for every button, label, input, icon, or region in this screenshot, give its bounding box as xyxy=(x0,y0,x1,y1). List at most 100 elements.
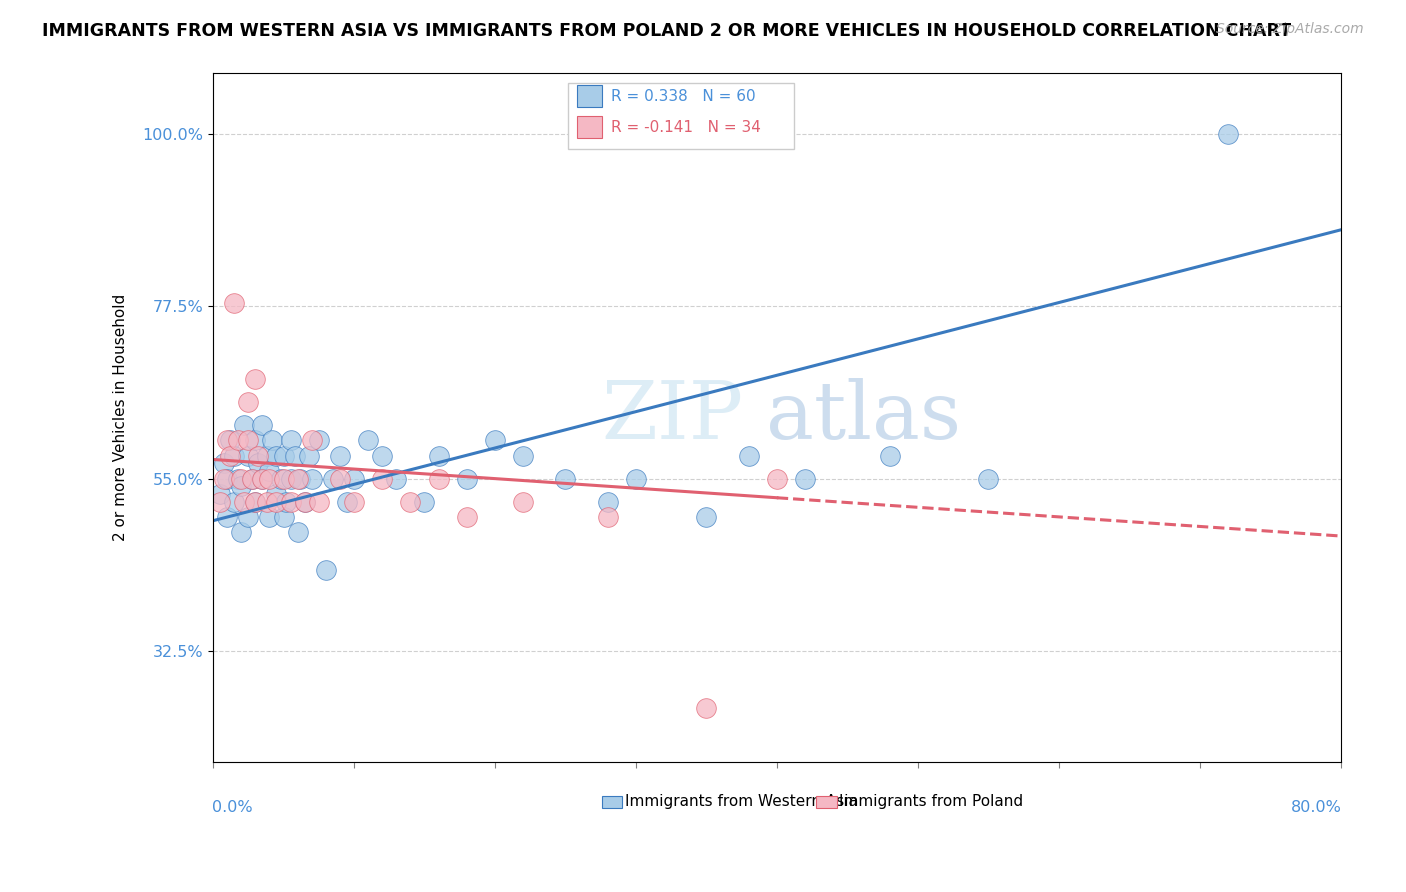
Text: 0.0%: 0.0% xyxy=(212,799,253,814)
Point xyxy=(217,434,239,448)
Point xyxy=(238,449,260,463)
Point xyxy=(695,509,717,524)
Point xyxy=(596,509,619,524)
Point xyxy=(245,494,267,508)
Point xyxy=(266,494,288,508)
Point xyxy=(284,449,307,463)
Point xyxy=(280,494,302,508)
Point xyxy=(385,472,408,486)
Point xyxy=(624,472,647,486)
Point xyxy=(228,472,250,486)
Point xyxy=(371,472,394,486)
Point xyxy=(219,434,242,448)
Point xyxy=(252,472,274,486)
Point xyxy=(343,494,366,508)
Point xyxy=(231,525,253,540)
Point xyxy=(329,472,352,486)
Point xyxy=(209,487,232,501)
Point xyxy=(242,472,264,486)
FancyBboxPatch shape xyxy=(568,83,794,149)
Point xyxy=(794,472,817,486)
Bar xyxy=(817,796,837,808)
Text: ZIP: ZIP xyxy=(600,378,742,457)
Point xyxy=(456,472,478,486)
Point xyxy=(245,434,267,448)
Point xyxy=(247,449,270,463)
Point xyxy=(456,509,478,524)
Point xyxy=(259,509,281,524)
Point xyxy=(238,395,260,409)
Text: 80.0%: 80.0% xyxy=(1291,799,1341,814)
Point xyxy=(245,494,267,508)
Point xyxy=(273,509,295,524)
Point xyxy=(242,472,264,486)
Point xyxy=(214,472,236,486)
Point xyxy=(224,449,246,463)
Text: Immigrants from Western Asia: Immigrants from Western Asia xyxy=(624,794,858,809)
Point xyxy=(259,464,281,478)
Point xyxy=(1216,127,1239,141)
Point xyxy=(879,449,901,463)
Point xyxy=(399,494,422,508)
Point xyxy=(290,472,312,486)
Point xyxy=(224,295,246,310)
Point xyxy=(280,434,302,448)
Point xyxy=(427,449,450,463)
Point xyxy=(224,494,246,508)
Point xyxy=(371,449,394,463)
Text: R = 0.338   N = 60: R = 0.338 N = 60 xyxy=(612,89,755,103)
Point xyxy=(231,472,253,486)
Point xyxy=(315,564,337,578)
Point xyxy=(308,494,330,508)
Point xyxy=(427,472,450,486)
Point xyxy=(308,434,330,448)
Point xyxy=(287,525,309,540)
Text: atlas: atlas xyxy=(766,378,960,457)
Point xyxy=(695,701,717,715)
Point xyxy=(266,487,288,501)
Point xyxy=(233,417,256,432)
Point xyxy=(273,472,295,486)
Point xyxy=(596,494,619,508)
Point xyxy=(259,472,281,486)
Point xyxy=(413,494,436,508)
Point xyxy=(231,479,253,493)
Point xyxy=(228,434,250,448)
Point xyxy=(262,434,284,448)
Point xyxy=(301,434,323,448)
Point xyxy=(766,472,789,486)
Point xyxy=(322,472,344,486)
Point xyxy=(273,449,295,463)
Point xyxy=(287,472,309,486)
Point xyxy=(214,456,236,470)
Point xyxy=(977,472,1000,486)
Y-axis label: 2 or more Vehicles in Household: 2 or more Vehicles in Household xyxy=(114,293,128,541)
Point xyxy=(301,472,323,486)
Point xyxy=(294,494,316,508)
Text: IMMIGRANTS FROM WESTERN ASIA VS IMMIGRANTS FROM POLAND 2 OR MORE VEHICLES IN HOU: IMMIGRANTS FROM WESTERN ASIA VS IMMIGRAN… xyxy=(42,22,1291,40)
Point xyxy=(266,449,288,463)
Point xyxy=(484,434,506,448)
Point xyxy=(336,494,359,508)
Point xyxy=(256,494,278,508)
Point xyxy=(219,449,242,463)
Point xyxy=(245,372,267,386)
Point xyxy=(252,417,274,432)
Point xyxy=(209,494,232,508)
Bar xyxy=(602,796,623,808)
Text: Immigrants from Poland: Immigrants from Poland xyxy=(839,794,1024,809)
Point xyxy=(276,494,298,508)
Point xyxy=(217,509,239,524)
Point xyxy=(256,449,278,463)
Text: Source: ZipAtlas.com: Source: ZipAtlas.com xyxy=(1216,22,1364,37)
Point xyxy=(238,434,260,448)
Point xyxy=(357,434,380,448)
Point xyxy=(737,449,759,463)
Point xyxy=(298,449,321,463)
Point xyxy=(512,494,534,508)
Point xyxy=(217,472,239,486)
Bar xyxy=(578,86,602,107)
Point xyxy=(554,472,576,486)
Point xyxy=(247,456,270,470)
Point xyxy=(252,472,274,486)
